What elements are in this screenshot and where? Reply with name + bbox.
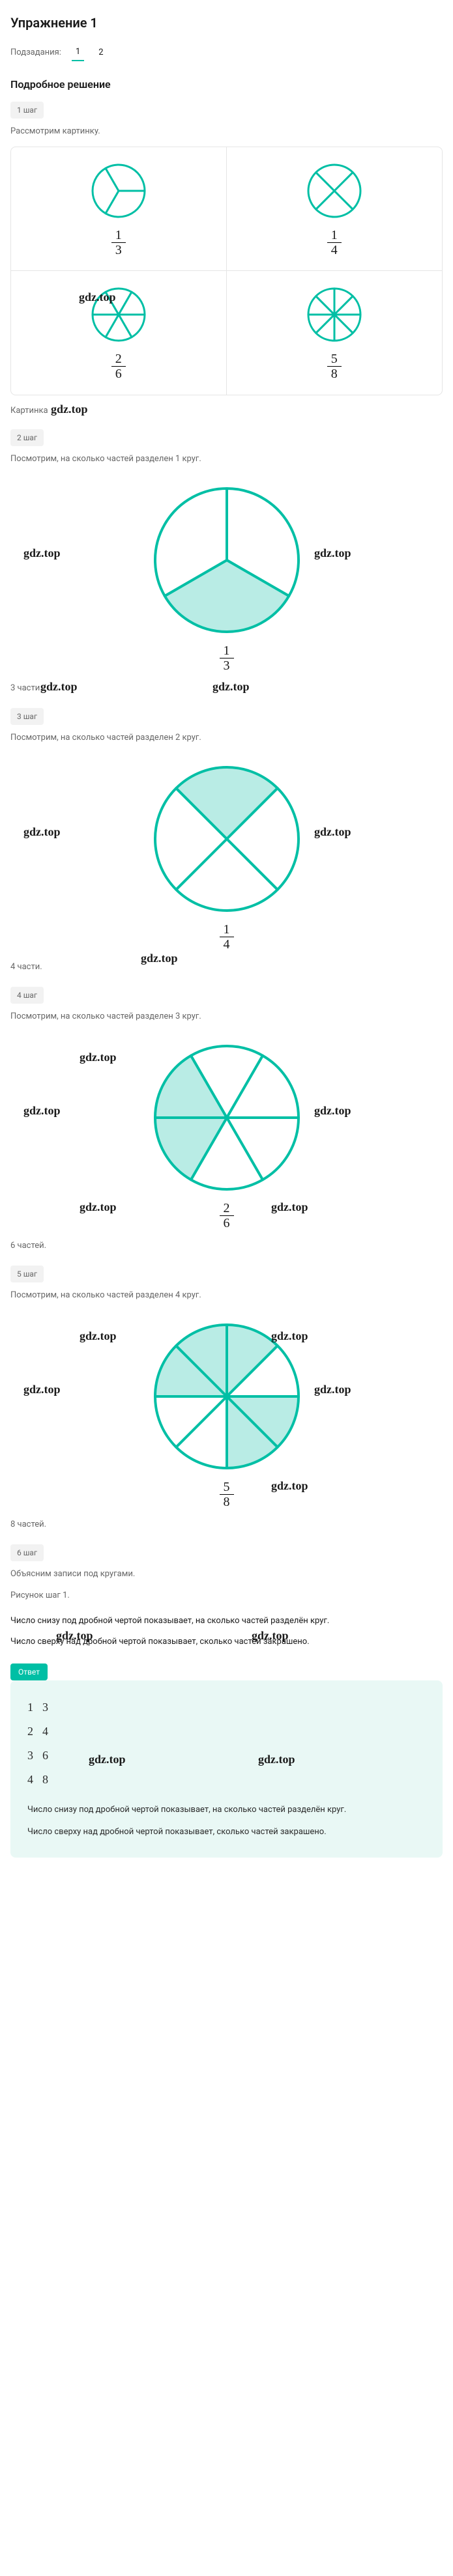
- step-result-3: 4 части.: [10, 961, 443, 974]
- step-text-6: Объясним записи под кругами.: [10, 1568, 443, 1581]
- subtask-tab-2[interactable]: 2: [95, 45, 107, 61]
- answer-list: 13 24 36 48: [27, 1699, 426, 1789]
- grid-caption: Картинка: [10, 404, 443, 418]
- step-text-4: Посмотрим, на сколько частей разделен 3 …: [10, 1010, 443, 1023]
- fraction-big-2: 1 4: [220, 922, 234, 952]
- explain-2: Число сверху над дробной чертой показыва…: [10, 1635, 443, 1649]
- answer-badge: Ответ: [10, 1663, 48, 1680]
- step-result-2: 3 части.: [10, 682, 443, 695]
- grid-cell-1: 1 3: [11, 147, 227, 271]
- step-badge-3: 3 шаг: [10, 708, 44, 725]
- step-badge-1: 1 шаг: [10, 102, 44, 119]
- answer-box: 13 24 36 48 Число снизу под дробной черт…: [10, 1680, 443, 1858]
- step-badge-5: 5 шаг: [10, 1266, 44, 1282]
- step-badge-4: 4 шаг: [10, 987, 44, 1004]
- grid-cell-2: 1 4: [227, 147, 443, 271]
- step-text-1: Рассмотрим картинку.: [10, 125, 443, 138]
- big-circle-3: 2 6: [10, 1032, 443, 1239]
- fraction-2-6: 2 6: [111, 352, 126, 381]
- big-circle-1: 1 3: [10, 474, 443, 682]
- fraction-grid: 1 3 1 4 2 6 5: [10, 147, 443, 395]
- exercise-title: Упражнение 1: [10, 13, 443, 33]
- step-text-3: Посмотрим, на сколько частей разделен 2 …: [10, 731, 443, 744]
- fraction-big-1: 1 3: [220, 644, 234, 673]
- answer-text-2: Число сверху над дробной чертой показыва…: [27, 1825, 426, 1839]
- fraction-5-8: 5 8: [327, 352, 342, 381]
- answer-text-1: Число снизу под дробной чертой показывае…: [27, 1803, 426, 1817]
- step-result-4: 6 частей.: [10, 1239, 443, 1253]
- fraction-big-3: 2 6: [220, 1201, 234, 1230]
- grid-cell-3: 2 6: [11, 271, 227, 395]
- step-ref-6: Рисунок шаг 1.: [10, 1589, 443, 1602]
- big-circle-4: 5 8: [10, 1310, 443, 1518]
- fraction-1-3: 1 3: [111, 228, 126, 257]
- subtasks-label: Подзадания:: [10, 46, 61, 59]
- step-text-2: Посмотрим, на сколько частей разделен 1 …: [10, 453, 443, 466]
- explain-1: Число снизу под дробной чертой показывае…: [10, 1614, 443, 1628]
- step-badge-2: 2 шаг: [10, 429, 44, 446]
- step-badge-6: 6 шаг: [10, 1544, 44, 1561]
- grid-cell-4: 5 8: [227, 271, 443, 395]
- fraction-big-4: 5 8: [220, 1480, 234, 1509]
- fraction-1-4: 1 4: [327, 228, 342, 257]
- subtask-tab-1[interactable]: 1: [72, 44, 84, 61]
- step-text-5: Посмотрим, на сколько частей разделен 4 …: [10, 1289, 443, 1302]
- step-result-5: 8 частей.: [10, 1518, 443, 1531]
- big-circle-2: 1 4: [10, 753, 443, 961]
- subtasks-row: Подзадания: 1 2: [10, 44, 443, 61]
- solution-heading: Подробное решение: [10, 77, 443, 92]
